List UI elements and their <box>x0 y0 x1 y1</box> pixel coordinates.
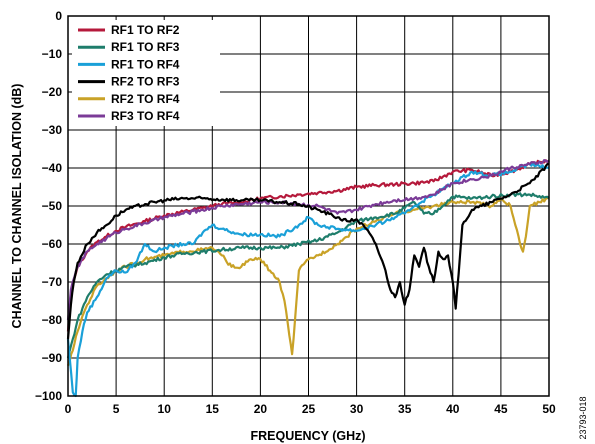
plot-frame <box>67 15 550 397</box>
x-tick-label: 35 <box>398 402 412 416</box>
y-tick-label: 0 <box>55 9 62 23</box>
x-axis-label: FREQUENCY (GHz) <box>250 429 365 443</box>
y-tick-label: −80 <box>42 313 63 327</box>
y-tick-label: −60 <box>42 237 63 251</box>
x-tick-label: 50 <box>542 402 556 416</box>
series-line-rf2-to-rf4 <box>66 196 550 367</box>
series-line-rf2-to-rf3 <box>66 163 550 340</box>
legend-label: RF3 TO RF4 <box>111 109 180 123</box>
series-line-rf1-to-rf4 <box>66 162 550 398</box>
x-tick-label: 15 <box>206 402 220 416</box>
y-tick-label: −30 <box>42 123 63 137</box>
x-tick-labels: 0 5 10 15 20 25 30 35 40 45 50 <box>65 402 556 416</box>
figure-id: 23793-018 <box>578 396 588 439</box>
series-layer <box>66 159 550 398</box>
y-tick-labels: 0 −10 −20 −30 −40 −50 −60 −70 −80 −90 −100 <box>35 9 62 403</box>
series-line-rf1-to-rf3 <box>66 192 550 359</box>
legend-box <box>72 20 220 126</box>
x-tick-label: 20 <box>254 402 268 416</box>
y-tick-label: −50 <box>42 199 63 213</box>
y-tick-label: −40 <box>42 161 63 175</box>
legend-label: RF2 TO RF3 <box>111 75 180 89</box>
x-tick-label: 40 <box>446 402 460 416</box>
series-line-rf1-to-rf2 <box>66 159 550 332</box>
legend-label: RF2 TO RF4 <box>111 92 180 106</box>
y-axis-label: CHANNEL TO CHANNEL ISOLATION (dB) <box>10 84 24 329</box>
legend: RF1 TO RF2 RF1 TO RF3 RF1 TO RF4 RF2 TO RF3… <box>72 20 220 126</box>
y-tick-label: −90 <box>42 351 63 365</box>
x-tick-label: 25 <box>302 402 316 416</box>
x-tick-label: 45 <box>494 402 508 416</box>
y-tick-label: −20 <box>42 85 63 99</box>
x-tick-label: 0 <box>65 402 72 416</box>
legend-label: RF1 TO RF3 <box>111 40 180 54</box>
y-tick-label: −100 <box>35 389 62 403</box>
legend-label: RF1 TO RF4 <box>111 57 180 71</box>
legend-label: RF1 TO RF2 <box>111 23 180 37</box>
y-tick-label: −70 <box>42 275 63 289</box>
x-tick-label: 30 <box>350 402 364 416</box>
y-tick-label: −10 <box>42 47 63 61</box>
x-tick-label: 5 <box>113 402 120 416</box>
x-tick-label: 10 <box>158 402 172 416</box>
